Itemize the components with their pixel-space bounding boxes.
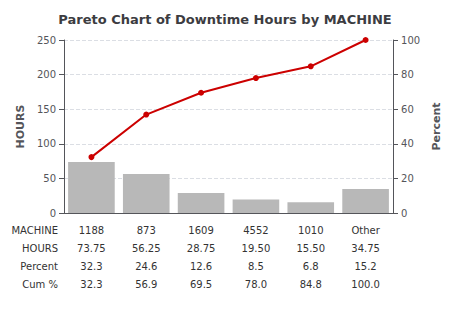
svg-text:4552: 4552 [243, 225, 268, 236]
svg-text:60: 60 [401, 104, 414, 115]
svg-text:78.0: 78.0 [245, 279, 267, 290]
svg-text:150: 150 [37, 104, 56, 115]
svg-text:28.75: 28.75 [187, 243, 216, 254]
svg-text:56.25: 56.25 [132, 243, 161, 254]
svg-text:19.50: 19.50 [242, 243, 271, 254]
svg-text:873: 873 [137, 225, 156, 236]
svg-text:100: 100 [401, 35, 420, 46]
svg-text:32.3: 32.3 [80, 279, 102, 290]
svg-text:12.6: 12.6 [190, 261, 212, 272]
svg-text:Cum %: Cum % [22, 279, 58, 290]
svg-text:34.75: 34.75 [351, 243, 380, 254]
svg-text:6.8: 6.8 [303, 261, 319, 272]
svg-text:73.75: 73.75 [77, 243, 106, 254]
svg-text:8.5: 8.5 [248, 261, 264, 272]
svg-text:HOURS: HOURS [14, 104, 27, 148]
svg-text:15.2: 15.2 [354, 261, 376, 272]
svg-text:MACHINE: MACHINE [11, 225, 58, 236]
svg-text:40: 40 [401, 138, 414, 149]
svg-text:32.3: 32.3 [80, 261, 102, 272]
svg-text:100.0: 100.0 [351, 279, 380, 290]
svg-text:0: 0 [401, 208, 407, 219]
svg-text:250: 250 [37, 35, 56, 46]
svg-text:Other: Other [351, 225, 380, 236]
svg-text:1010: 1010 [298, 225, 323, 236]
svg-text:1609: 1609 [188, 225, 213, 236]
svg-text:84.8: 84.8 [300, 279, 322, 290]
svg-text:Percent: Percent [20, 261, 58, 272]
svg-text:50: 50 [43, 173, 56, 184]
svg-text:HOURS: HOURS [22, 243, 58, 254]
svg-text:1188: 1188 [79, 225, 104, 236]
svg-text:Percent: Percent [430, 102, 443, 150]
svg-text:56.9: 56.9 [135, 279, 157, 290]
svg-text:100: 100 [37, 138, 56, 149]
svg-text:200: 200 [37, 69, 56, 80]
svg-text:20: 20 [401, 173, 414, 184]
svg-text:15.50: 15.50 [296, 243, 325, 254]
svg-text:Pareto Chart of Downtime Hours: Pareto Chart of Downtime Hours by MACHIN… [58, 12, 391, 27]
svg-text:69.5: 69.5 [190, 279, 212, 290]
svg-text:24.6: 24.6 [135, 261, 157, 272]
svg-text:0: 0 [50, 208, 56, 219]
svg-text:80: 80 [401, 69, 414, 80]
